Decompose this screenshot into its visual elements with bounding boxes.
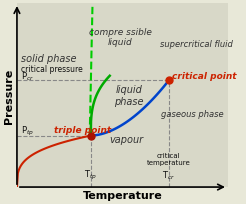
Text: critical point: critical point	[172, 72, 236, 81]
Text: critical
temperature: critical temperature	[147, 152, 191, 165]
X-axis label: Temperature: Temperature	[82, 190, 162, 200]
Text: solid phase: solid phase	[21, 54, 76, 64]
Text: T$_{cr}$: T$_{cr}$	[162, 169, 175, 181]
Text: compre ssible
liquid: compre ssible liquid	[89, 27, 152, 47]
Text: vapour: vapour	[109, 135, 144, 145]
Text: gaseous phase: gaseous phase	[161, 110, 223, 118]
Text: liquid
phase: liquid phase	[114, 85, 143, 106]
Text: critical pressure: critical pressure	[21, 65, 83, 74]
Text: T$_{tp}$: T$_{tp}$	[84, 169, 97, 182]
Text: P$_{cr}$: P$_{cr}$	[21, 70, 34, 83]
Text: supercritical fluid: supercritical fluid	[160, 40, 233, 49]
Y-axis label: Pressure: Pressure	[4, 68, 14, 123]
Text: P$_{tp}$: P$_{tp}$	[21, 125, 34, 138]
Text: triple point: triple point	[54, 125, 111, 134]
